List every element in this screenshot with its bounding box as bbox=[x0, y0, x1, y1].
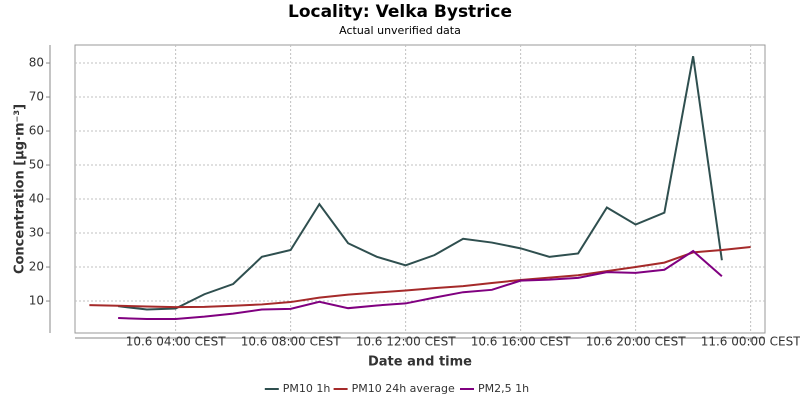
x-tick-label: 10.6 20:00 CEST bbox=[586, 335, 687, 349]
y-tick-label: 30 bbox=[29, 226, 44, 240]
x-tick-label: 10.6 16:00 CEST bbox=[471, 335, 572, 349]
x-tick-label: 10.6 04:00 CEST bbox=[126, 335, 227, 349]
y-tick-label: 10 bbox=[29, 294, 44, 308]
series-line bbox=[118, 249, 723, 321]
x-tick-label: 11.6 00:00 CEST bbox=[701, 335, 800, 349]
legend-label: PM10 24h average bbox=[352, 382, 455, 395]
x-tick-label: 10.6 12:00 CEST bbox=[356, 335, 457, 349]
chart-title: Locality: Velka Bystrice bbox=[288, 2, 512, 22]
x-axis-label: Date and time bbox=[368, 355, 472, 370]
y-tick-label: 40 bbox=[29, 192, 44, 206]
series-line bbox=[118, 56, 723, 311]
plot-area bbox=[74, 44, 766, 334]
legend-label: PM10 1h bbox=[283, 382, 331, 395]
series-line bbox=[89, 245, 751, 309]
y-tick-label: 50 bbox=[29, 158, 44, 172]
chart-subtitle: Actual unverified data bbox=[339, 24, 461, 37]
y-tick-label: 70 bbox=[29, 90, 44, 104]
x-tick-label: 10.6 08:00 CEST bbox=[241, 335, 342, 349]
legend-label: PM2,5 1h bbox=[478, 382, 529, 395]
y-tick-label: 60 bbox=[29, 124, 44, 138]
y-axis-label: Concentration [µg·m⁻³] bbox=[13, 104, 28, 274]
y-tick-label: 20 bbox=[29, 260, 44, 274]
y-tick-label: 80 bbox=[29, 56, 44, 70]
